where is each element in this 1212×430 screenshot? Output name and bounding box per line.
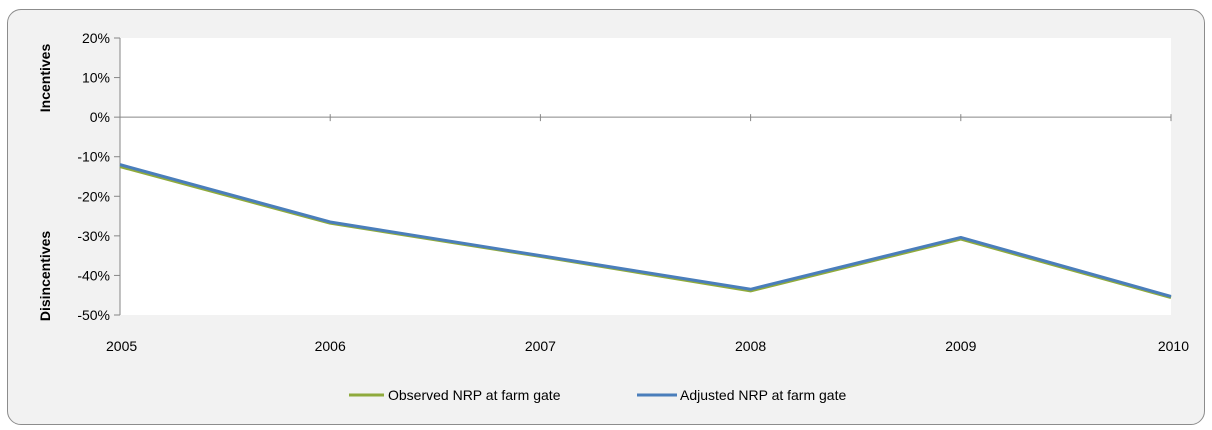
series-layer: [119, 163, 1172, 300]
x-axis: 2005 2006 2007 2008 2009 2010: [106, 114, 1189, 354]
legend-item-observed: Observed NRP at farm gate: [349, 387, 561, 403]
y-tick-label: 10%: [82, 70, 110, 86]
x-tick-label: 2006: [315, 338, 346, 354]
y-tick-label: -10%: [77, 149, 110, 165]
y-tick-label: 20%: [82, 30, 110, 46]
legend: Observed NRP at farm gate Adjusted NRP a…: [349, 387, 846, 403]
legend-label-adjusted: Adjusted NRP at farm gate: [680, 387, 846, 403]
series-line-adjusted: [119, 163, 1172, 298]
x-tick-label: 2007: [525, 338, 556, 354]
y-tick-label: -20%: [77, 188, 110, 204]
side-label-disincentives: Disincentives: [37, 231, 53, 321]
side-label-incentives: Incentives: [37, 44, 53, 113]
plot-area: [120, 38, 1171, 315]
legend-label-observed: Observed NRP at farm gate: [388, 387, 561, 403]
x-tick-label: 2008: [735, 338, 766, 354]
x-tick-label: 2005: [106, 338, 137, 354]
y-tick-label: 0%: [90, 109, 110, 125]
y-tick-label: -30%: [77, 228, 110, 244]
y-tick-label: -40%: [77, 267, 110, 283]
y-axis: 20% 10% 0% -10% -20% -30% -40% -50%: [77, 30, 121, 323]
x-tick-label: 2009: [945, 338, 976, 354]
y-tick-label: -50%: [77, 307, 110, 323]
legend-item-adjusted: Adjusted NRP at farm gate: [637, 387, 846, 403]
x-tick-label: 2010: [1158, 338, 1189, 354]
